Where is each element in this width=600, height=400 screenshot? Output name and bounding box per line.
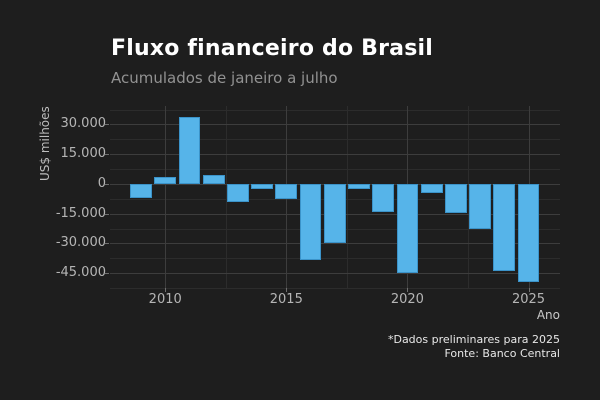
y-axis-title: US$ milhões bbox=[38, 106, 52, 181]
x-tick-label: 2025 bbox=[511, 292, 546, 307]
bar-2023 bbox=[469, 183, 491, 229]
gridline-y-major bbox=[110, 124, 560, 126]
footnote-preliminary-note: *Dados preliminares para 2025 bbox=[387, 333, 560, 346]
footnote-source: Fonte: Banco Central bbox=[444, 347, 560, 360]
y-tick-mark bbox=[105, 124, 109, 126]
bar-2012 bbox=[202, 174, 225, 184]
y-tick-mark bbox=[105, 183, 109, 185]
x-tick-label: 2020 bbox=[390, 292, 424, 307]
gridline-y-minor bbox=[110, 169, 560, 171]
bar-2022 bbox=[444, 183, 467, 214]
bar-2025 bbox=[517, 183, 540, 282]
x-tick-mark bbox=[528, 288, 530, 292]
gridline-y-minor bbox=[110, 288, 560, 289]
plot-panel bbox=[110, 106, 560, 289]
y-tick-label: 15.000 bbox=[60, 146, 107, 162]
gridline-y-minor bbox=[110, 109, 560, 111]
gridline-y-major bbox=[110, 243, 560, 245]
bar-2013 bbox=[226, 183, 249, 203]
y-tick-label: 30.000 bbox=[60, 116, 107, 132]
x-axis-title: Ano bbox=[536, 308, 560, 322]
bar-2021 bbox=[420, 183, 443, 194]
bar-2016 bbox=[299, 183, 322, 261]
chart-subtitle: Acumulados de janeiro a julho bbox=[111, 69, 338, 87]
x-tick-mark bbox=[165, 288, 167, 292]
bar-2010 bbox=[154, 176, 177, 184]
y-tick-mark bbox=[105, 213, 109, 215]
gridline-y-major bbox=[110, 154, 560, 156]
bar-2014 bbox=[251, 183, 273, 189]
gridline-y-minor bbox=[110, 139, 560, 141]
y-tick-mark bbox=[105, 154, 109, 156]
gridline-x-minor bbox=[225, 106, 227, 288]
y-tick-mark bbox=[105, 243, 109, 245]
gridline-x-major bbox=[165, 106, 167, 288]
gridline-x-minor bbox=[346, 106, 348, 288]
source-footnote: *Dados preliminares para 2025 Fonte: Ban… bbox=[160, 333, 560, 361]
bar-2020 bbox=[396, 183, 419, 273]
bar-2015 bbox=[275, 183, 298, 199]
bar-2009 bbox=[130, 183, 152, 198]
chart-title: Fluxo financeiro do Brasil bbox=[111, 36, 433, 61]
gridline-y-minor bbox=[110, 258, 560, 260]
y-tick-label: -15.000 bbox=[55, 205, 106, 221]
x-tick-label: 2010 bbox=[148, 292, 182, 307]
bar-2019 bbox=[372, 183, 395, 213]
gridline-x-minor bbox=[467, 106, 469, 288]
x-tick-mark bbox=[407, 288, 409, 292]
y-tick-label: 0 bbox=[97, 175, 106, 191]
bar-2017 bbox=[323, 183, 346, 243]
y-tick-label: -45.000 bbox=[55, 265, 106, 281]
x-tick-label: 2015 bbox=[269, 292, 303, 307]
y-tick-label: -30.000 bbox=[55, 235, 106, 251]
bar-2018 bbox=[348, 183, 370, 190]
x-tick-mark bbox=[286, 288, 288, 292]
bar-2024 bbox=[493, 183, 516, 271]
gridline-y-major bbox=[110, 273, 560, 275]
y-tick-mark bbox=[105, 273, 109, 275]
bar-2011 bbox=[178, 117, 201, 184]
